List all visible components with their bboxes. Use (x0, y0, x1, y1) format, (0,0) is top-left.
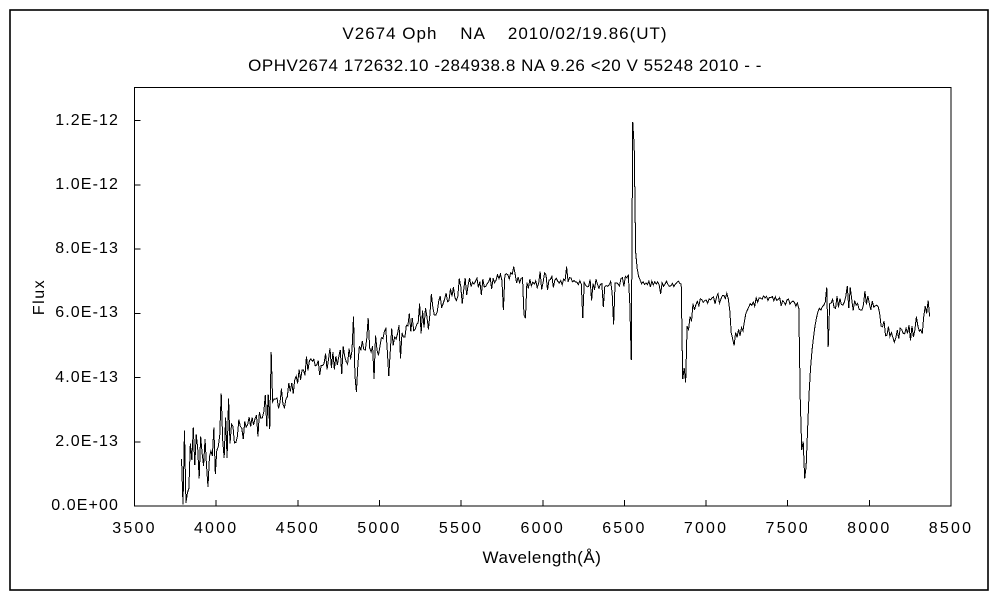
y-tick-label: 4.0E-13 (55, 368, 119, 386)
x-tick-label: 8500 (928, 520, 974, 537)
spectrum-line (181, 122, 931, 505)
x-tick-label: 7000 (683, 520, 729, 537)
y-tick-label: 1.0E-12 (55, 175, 119, 193)
axis-ticks (134, 120, 952, 507)
x-tick-label: 3500 (112, 520, 157, 537)
plot-frame (133, 86, 952, 507)
x-tick-label: 5000 (357, 520, 402, 537)
y-tick-label: 2.0E-13 (55, 432, 119, 450)
y-tick-label: 1.2E-12 (55, 111, 119, 129)
x-tick-label: 6500 (602, 520, 647, 537)
outer-border (9, 9, 989, 591)
y-tick-label: 8.0E-13 (55, 240, 119, 258)
y-axis-title: Flux (31, 278, 48, 316)
x-tick-label: 5500 (438, 520, 484, 537)
x-tick-label: 4000 (193, 520, 239, 537)
y-tick-label: 6.0E-13 (55, 304, 119, 322)
x-tick-label: 4500 (275, 520, 320, 537)
x-axis-title: Wavelength(Å) (482, 548, 602, 567)
x-tick-label: 8000 (847, 520, 892, 537)
chart-subtitle: OPHV2674 172632.10 -284938.8 NA 9.26 <20… (248, 56, 762, 75)
x-tick-label: 6000 (520, 520, 565, 537)
y-tick-label: 0.0E+00 (51, 497, 119, 514)
x-tick-label: 7500 (765, 520, 810, 537)
chart-title: V2674 Oph NA 2010/02/19.86(UT) (342, 24, 668, 43)
